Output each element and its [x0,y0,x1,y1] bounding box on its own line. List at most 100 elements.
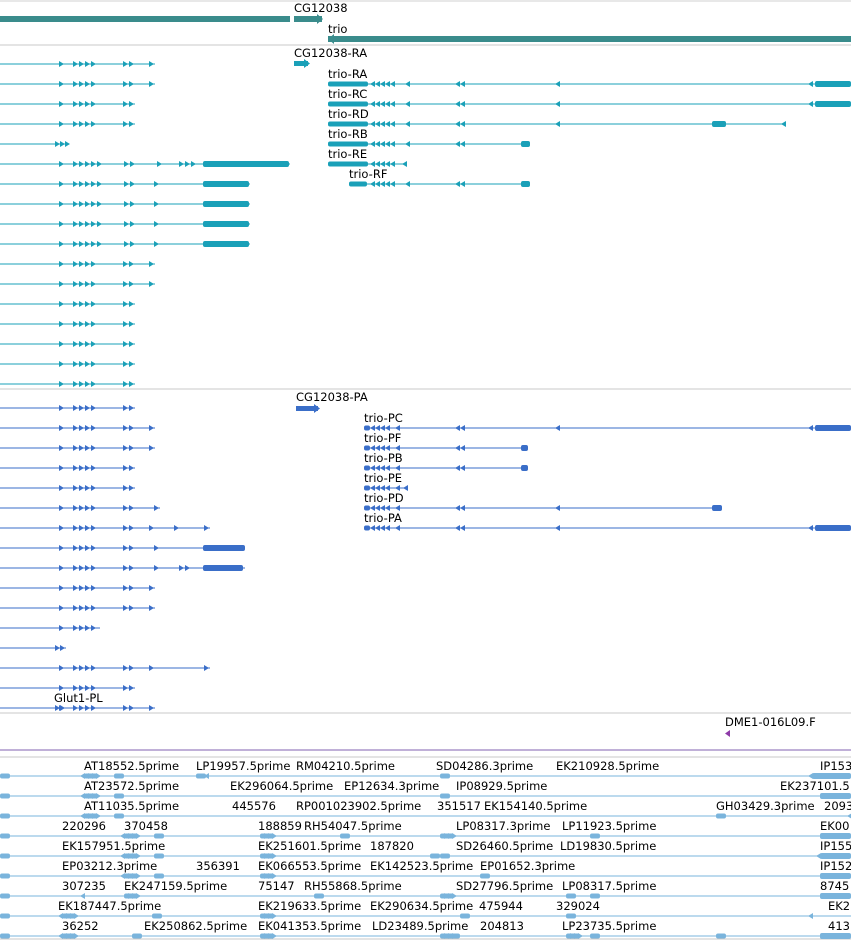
est-row[interactable] [0,873,851,879]
exon-arrow-left [375,101,380,107]
exon-arrow-right [59,201,64,207]
transcript-row[interactable] [0,605,155,611]
est-row[interactable] [0,933,851,939]
exon-arrow-right [272,913,277,919]
transcript-row[interactable] [328,81,851,87]
transcript-row[interactable] [364,445,528,451]
transcript-row[interactable] [364,425,851,431]
transcript-row[interactable] [0,505,160,511]
exon-block [0,873,10,879]
est-label: AT23572.5prime [84,779,179,793]
transcript-row[interactable] [0,241,250,247]
gene-feature-trio[interactable] [328,36,851,42]
gene-feature-left[interactable] [0,16,290,22]
transcript-row[interactable] [0,321,135,327]
transcript-row[interactable] [364,485,408,491]
exon-arrow-right [123,341,128,347]
exon-arrow-right [132,893,137,899]
exon-arrow-right [97,221,102,227]
transcript-row[interactable] [328,141,530,147]
flybase-cg12038-ra[interactable]: CG12038-RA [294,46,367,68]
exon-block [203,565,243,571]
transcript-row[interactable] [0,141,70,147]
exon-arrow-right [272,853,277,859]
transcript-row[interactable] [0,405,135,411]
exon-arrow-left [555,121,560,127]
transcript-row[interactable] [0,81,155,87]
gene-feature-cg12038[interactable] [294,16,322,22]
transcript-row[interactable] [0,465,135,471]
exon-arrow-left [385,141,390,147]
transcript-row[interactable] [0,221,250,227]
transcript-row[interactable] [0,485,135,491]
exon-arrow-right [124,161,129,167]
exon-arrow-right [185,565,190,571]
exon-arrow-right [97,181,102,187]
exon-arrow-right [91,665,96,671]
est-label: EK154140.5prime [484,799,587,813]
transcript-row[interactable] [0,625,100,631]
transcript-row[interactable] [0,101,135,107]
transcript-row[interactable] [0,201,250,207]
transcript-row[interactable] [0,181,250,187]
est-row[interactable] [0,813,851,819]
transcript-row[interactable] [364,525,851,531]
probe-feature[interactable] [725,730,730,737]
exon-arrow-right [124,241,129,247]
transcript-row[interactable] [349,181,530,187]
probe-label-dme1-016l09f: DME1-016L09.F [725,715,816,729]
transcript-row[interactable] [0,545,245,551]
exon-arrow-left [460,81,465,87]
exon-block [114,813,124,819]
est-row[interactable] [0,773,851,779]
exon-arrow-right [124,181,129,187]
exon-block [590,893,600,899]
exon-arrow-right [154,221,159,227]
exon-arrow-right [79,425,84,431]
transcript-row[interactable] [0,445,155,451]
exon-arrow-right [123,565,128,571]
exon-block [203,241,249,247]
est-row[interactable] [0,893,851,899]
exon-arrow-right [73,425,78,431]
transcript-row[interactable] [0,425,155,431]
transcript-row[interactable] [328,101,851,107]
transcript-row[interactable] [0,161,290,167]
transcript-row[interactable] [0,565,245,571]
transcript-row[interactable] [0,585,155,591]
exon-arrow-right [85,101,90,107]
exon-block [590,933,600,939]
refseq-cg12038-pa[interactable]: CG12038-PA [296,390,368,413]
exon-arrow-right [85,685,90,691]
transcript-row[interactable] [0,341,135,347]
transcript-row[interactable] [364,465,528,471]
est-row[interactable] [0,853,851,859]
transcript-row[interactable] [328,121,786,127]
transcript-row[interactable] [328,161,407,167]
est-row[interactable] [0,833,851,839]
exon-block [328,121,368,127]
transcript-row[interactable] [0,665,210,671]
transcript-row[interactable] [0,301,135,307]
transcript-row[interactable] [0,281,155,287]
transcript-row[interactable] [0,705,155,711]
est-row[interactable] [0,913,851,919]
transcript-row[interactable] [0,61,155,67]
transcript-row[interactable] [0,381,135,387]
transcript-row[interactable] [0,525,210,531]
transcript-row[interactable] [0,685,135,691]
exon-arrow-right [73,281,78,287]
transcript-row[interactable] [0,261,155,267]
exon-arrow-right [97,241,102,247]
transcript-row[interactable] [0,121,135,127]
est-label: SD04286.3prime [436,759,533,773]
exon-arrow-right [129,665,134,671]
transcript-row[interactable] [364,505,722,511]
est-row[interactable] [0,793,851,799]
exon-arrow-right [123,465,128,471]
exon-arrow-right [73,665,78,671]
transcript-row[interactable] [0,645,66,651]
exon-arrow-right [59,121,64,127]
transcript-row[interactable] [0,361,135,367]
exon-arrow-right [123,705,128,711]
